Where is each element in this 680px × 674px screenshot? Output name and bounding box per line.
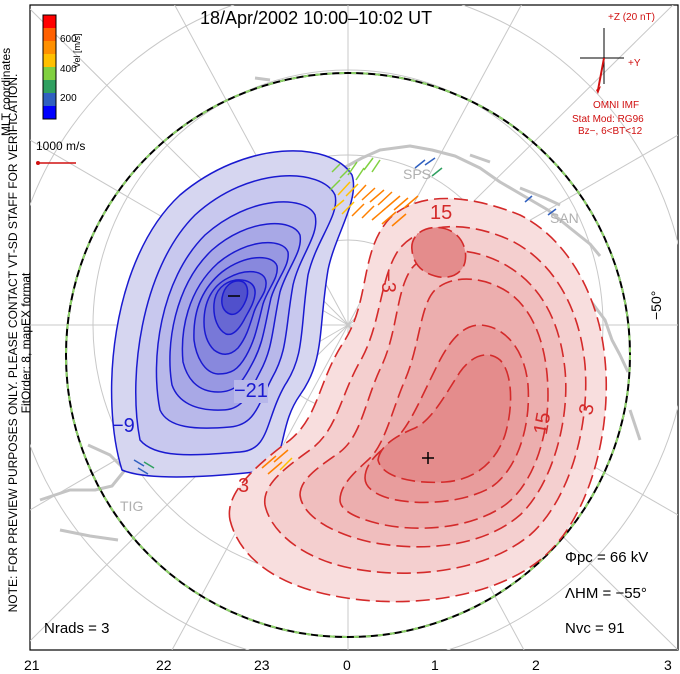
mlt-tick-22: 22 <box>156 657 172 673</box>
radar-label-tig: TIG <box>120 498 144 514</box>
contour-label-neg3: −3 <box>376 270 399 293</box>
mlt-tick-21: 21 <box>24 657 40 673</box>
mlt-tick-2: 2 <box>532 657 540 673</box>
radar-label-san: SAN <box>550 210 579 226</box>
contour-label-neg21: −21 <box>234 380 268 403</box>
positive-cell <box>228 197 608 603</box>
imf-condition: Bz−, 6<BT<12 <box>578 126 643 137</box>
plot-frame <box>29 4 679 651</box>
coords-label: MLT coordinates <box>0 47 14 137</box>
hm-boundary-dash <box>65 72 631 638</box>
map-title: 18/Apr/2002 10:00–10:02 UT <box>200 8 433 28</box>
colorbar-label: Vel [m/s] <box>72 33 82 68</box>
potential-max-marker <box>422 452 434 464</box>
negative-cell <box>110 150 355 478</box>
coastlines <box>39 76 642 542</box>
imf-z-label: +Z (20 nT) <box>608 12 655 23</box>
mlt-tick-23: 23 <box>254 657 270 673</box>
vector-scale-label: 1000 m/s <box>36 139 86 153</box>
fit-order: FitOrder: 8, mapEX format <box>19 272 33 414</box>
contour-label-15-top: 15 <box>430 202 453 224</box>
imf-source: OMNI IMF <box>593 100 640 111</box>
stat-model: Stat Mod: RG96 <box>572 114 644 125</box>
contour-label-neg9: −9 <box>112 415 135 437</box>
mlt-tick-0: 0 <box>343 657 351 673</box>
contour-label-15-right: 15 <box>529 410 556 437</box>
velocity-colorbar <box>42 14 57 120</box>
imf-dial <box>580 28 624 94</box>
contour-label-3-left: 3 <box>238 475 250 497</box>
colorbar-tick-200: 200 <box>60 93 77 104</box>
latitude-label: −50° <box>648 290 664 320</box>
imf-y-label: +Y <box>628 58 641 69</box>
velocity-vectors <box>133 157 557 475</box>
cross-polar-cap-potential: Φpc = 66 kV <box>565 549 649 566</box>
mlt-tick-1: 1 <box>431 657 439 673</box>
radar-label-sps: SPS <box>403 166 432 182</box>
radar-count: Nrads = 3 <box>44 620 110 637</box>
colorbar-tick-400: 400 <box>60 64 77 75</box>
colorbar-tick-600: 600 <box>60 34 77 45</box>
mlt-tick-3: 3 <box>664 657 672 673</box>
hm-boundary-latitude: ΛHM = −55° <box>565 585 647 602</box>
vector-scale <box>36 161 76 165</box>
vector-count: Nvc = 91 <box>565 620 625 637</box>
